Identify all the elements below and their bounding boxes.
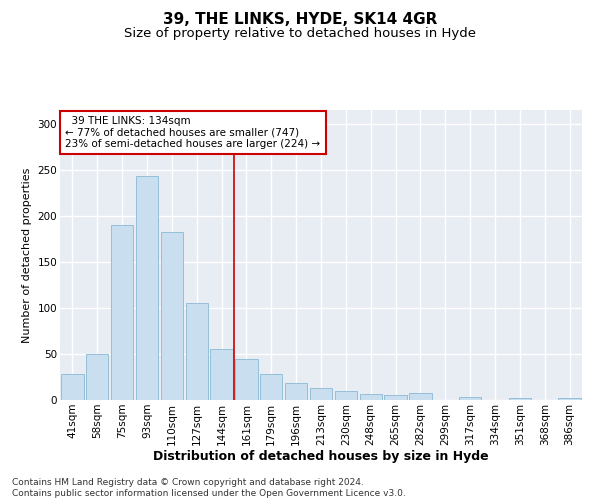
Bar (385, 396, 407, 400)
Bar (161, 232, 183, 400)
Text: 39, THE LINKS, HYDE, SK14 4GR: 39, THE LINKS, HYDE, SK14 4GR (163, 12, 437, 28)
X-axis label: Distribution of detached houses by size in Hyde: Distribution of detached houses by size … (153, 450, 489, 464)
Bar (409, 392, 431, 400)
Bar (111, 225, 133, 400)
Bar (559, 398, 581, 400)
Y-axis label: Number of detached properties: Number of detached properties (22, 168, 32, 342)
Bar (86, 354, 109, 400)
Text: 39 THE LINKS: 134sqm
← 77% of detached houses are smaller (747)
23% of semi-deta: 39 THE LINKS: 134sqm ← 77% of detached h… (65, 116, 320, 149)
Text: Contains HM Land Registry data © Crown copyright and database right 2024.
Contai: Contains HM Land Registry data © Crown c… (12, 478, 406, 498)
Bar (359, 394, 382, 400)
Bar (235, 358, 257, 400)
Bar (285, 384, 307, 400)
Bar (61, 374, 83, 400)
Bar (260, 374, 283, 400)
Bar (459, 397, 481, 400)
Bar (136, 176, 158, 400)
Bar (211, 350, 233, 400)
Bar (185, 304, 208, 400)
Bar (509, 398, 531, 400)
Bar (335, 391, 357, 400)
Text: Size of property relative to detached houses in Hyde: Size of property relative to detached ho… (124, 28, 476, 40)
Bar (310, 388, 332, 400)
